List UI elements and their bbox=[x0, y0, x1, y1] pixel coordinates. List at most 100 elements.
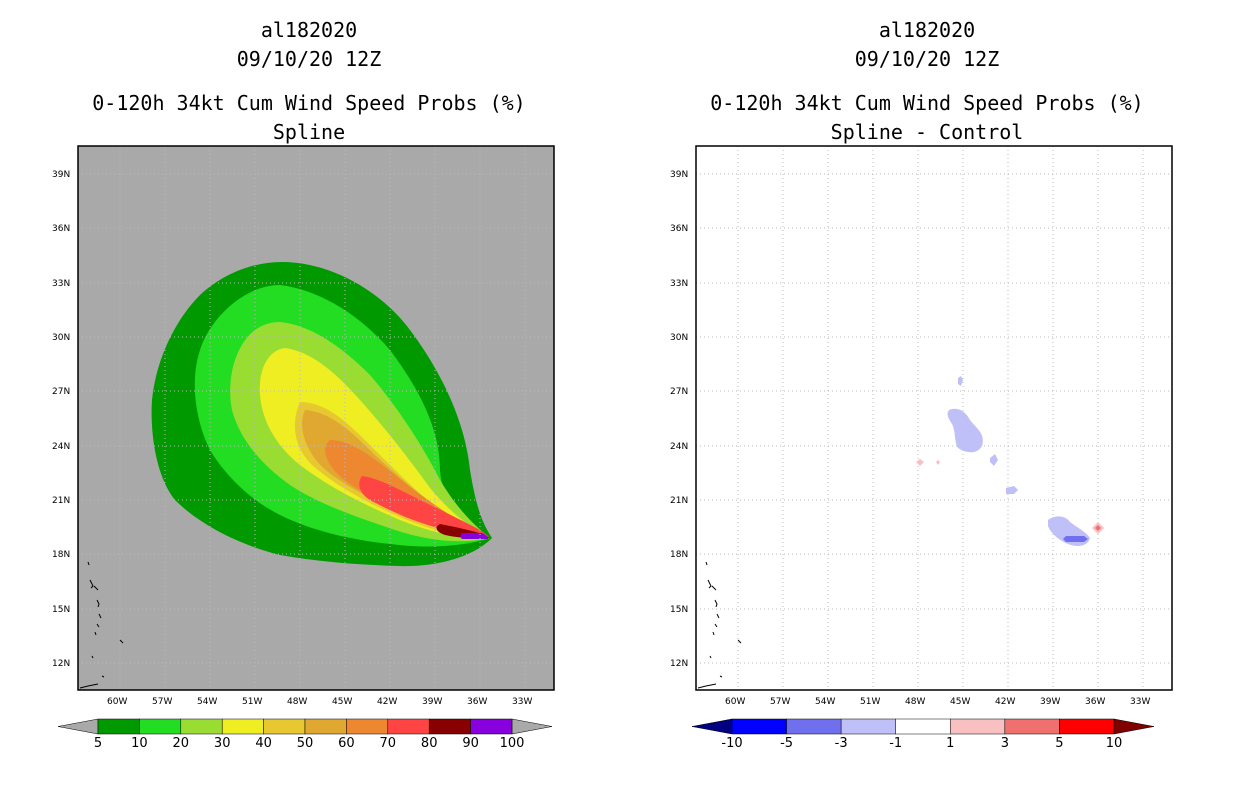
contour-90 bbox=[460, 533, 488, 539]
right-lon-labels: 60W 57W 54W 51W 48W 45W 42W 39W 36W 33W bbox=[725, 697, 1150, 707]
lat-label: 18N bbox=[52, 550, 70, 560]
lon-label: 36W bbox=[467, 697, 487, 707]
lon-label: 42W bbox=[995, 697, 1015, 707]
colorbar-end-right bbox=[1113, 718, 1155, 735]
lon-label: 51W bbox=[860, 697, 880, 707]
colorbar-segment bbox=[786, 718, 842, 735]
lat-label: 33N bbox=[670, 279, 688, 289]
colorbar-segment bbox=[428, 718, 471, 735]
diff-neg-small bbox=[990, 454, 998, 466]
diff-neg-small bbox=[1006, 486, 1018, 494]
left-gridlines bbox=[78, 146, 554, 690]
left-map: 39N 36N 33N 30N 27N 24N 21N 18N 15N 12N … bbox=[52, 145, 555, 751]
right-gridlines bbox=[696, 146, 1172, 690]
lat-label: 36N bbox=[52, 224, 70, 234]
lon-label: 45W bbox=[950, 697, 970, 707]
left-lon-labels: 60W 57W 54W 51W 48W 45W 42W 39W 36W 33W bbox=[107, 697, 532, 707]
colorbar-label: -5 bbox=[780, 736, 793, 751]
lat-label: 15N bbox=[52, 605, 70, 615]
lat-label: 18N bbox=[670, 550, 688, 560]
colorbar-end-left bbox=[691, 718, 733, 735]
right-difference-contours bbox=[916, 376, 1104, 546]
diff-neg-medium bbox=[1063, 536, 1088, 542]
left-coastlines bbox=[79, 561, 124, 689]
colorbar-label: -1 bbox=[889, 736, 902, 751]
lon-label: 57W bbox=[152, 697, 172, 707]
colorbar-label: 1 bbox=[946, 736, 954, 751]
right-panel: al182020 09/10/20 12Z 0-120h 34kt Cum Wi… bbox=[618, 0, 1236, 800]
colorbar-label: 5 bbox=[1055, 736, 1063, 751]
contour-60 bbox=[325, 440, 490, 538]
colorbar-label: 20 bbox=[173, 736, 190, 751]
lon-label: 33W bbox=[512, 697, 532, 707]
lon-label: 54W bbox=[815, 697, 835, 707]
colorbar-label: 50 bbox=[297, 736, 314, 751]
right-colorbar: -10 -5 -3 -1 1 3 5 10 bbox=[691, 718, 1155, 751]
lat-label: 15N bbox=[670, 605, 688, 615]
colorbar-segment bbox=[180, 718, 223, 735]
lon-label: 60W bbox=[107, 697, 127, 707]
left-lat-labels: 39N 36N 33N 30N 27N 24N 21N 18N 15N 12N bbox=[52, 170, 70, 669]
lon-label: 36W bbox=[1085, 697, 1105, 707]
colorbar-label: 90 bbox=[462, 736, 479, 751]
colorbar-label: 100 bbox=[500, 736, 525, 751]
colorbar-label: 40 bbox=[255, 736, 272, 751]
lon-label: 33W bbox=[1130, 697, 1150, 707]
lat-label: 12N bbox=[52, 659, 70, 669]
left-title-storm: al182020 bbox=[260, 18, 358, 42]
lat-label: 39N bbox=[670, 170, 688, 180]
colorbar-end-left bbox=[57, 718, 99, 735]
colorbar-segment bbox=[387, 718, 430, 735]
lat-label: 21N bbox=[52, 496, 70, 506]
contour-50 bbox=[302, 410, 490, 538]
lon-label: 54W bbox=[197, 697, 217, 707]
diff-pos-small bbox=[916, 459, 924, 466]
colorbar-label: 60 bbox=[338, 736, 355, 751]
left-colorbar: 5 10 20 30 40 50 60 70 80 90 100 bbox=[57, 718, 553, 751]
colorbar-segment bbox=[840, 718, 896, 735]
right-title-date: 09/10/20 12Z bbox=[854, 47, 1000, 71]
left-title-date: 09/10/20 12Z bbox=[236, 47, 382, 71]
right-map-frame bbox=[695, 145, 1173, 691]
lon-label: 39W bbox=[1040, 697, 1060, 707]
colorbar-label: 10 bbox=[1106, 736, 1123, 751]
colorbar-segment bbox=[263, 718, 306, 735]
colorbar-end-right bbox=[511, 718, 553, 735]
colorbar-segment bbox=[139, 718, 182, 735]
left-title-method: Spline bbox=[272, 120, 346, 144]
left-probability-contours bbox=[151, 262, 492, 567]
lat-label: 24N bbox=[670, 442, 688, 452]
lat-label: 27N bbox=[52, 387, 70, 397]
colorbar-label: 3 bbox=[1001, 736, 1009, 751]
colorbar-segment bbox=[950, 718, 1006, 735]
diff-pos-medium bbox=[1095, 525, 1101, 531]
colorbar-label: 80 bbox=[421, 736, 438, 751]
right-map-background bbox=[696, 146, 1172, 690]
right-lat-labels: 39N 36N 33N 30N 27N 24N 21N 18N 15N 12N bbox=[670, 170, 688, 669]
lat-label: 24N bbox=[52, 442, 70, 452]
lon-label: 48W bbox=[287, 697, 307, 707]
diff-neg-small bbox=[947, 408, 983, 453]
lon-label: 51W bbox=[242, 697, 262, 707]
colorbar-label: 70 bbox=[380, 736, 397, 751]
colorbar-label: -3 bbox=[835, 736, 848, 751]
left-panel: al182020 09/10/20 12Z 0-120h 34kt Cum Wi… bbox=[52, 18, 555, 751]
right-title-storm: al182020 bbox=[878, 18, 976, 42]
lon-label: 48W bbox=[905, 697, 925, 707]
colorbar-segment bbox=[895, 718, 951, 735]
right-coastlines bbox=[697, 561, 742, 689]
diff-neg-small bbox=[958, 376, 963, 386]
colorbar-segment bbox=[221, 718, 264, 735]
colorbar-segment bbox=[1004, 718, 1060, 735]
lat-label: 27N bbox=[670, 387, 688, 397]
colorbar-label: 10 bbox=[131, 736, 148, 751]
right-title-method: Spline - Control bbox=[830, 120, 1024, 144]
lat-label: 36N bbox=[670, 224, 688, 234]
left-map-frame bbox=[77, 145, 555, 691]
colorbar-label: -10 bbox=[721, 736, 742, 751]
left-title-product: 0-120h 34kt Cum Wind Speed Probs (%) bbox=[92, 91, 526, 115]
lon-label: 45W bbox=[332, 697, 352, 707]
colorbar-segment bbox=[1059, 718, 1115, 735]
colorbar-label: 30 bbox=[214, 736, 231, 751]
diff-pos-small bbox=[936, 460, 940, 465]
